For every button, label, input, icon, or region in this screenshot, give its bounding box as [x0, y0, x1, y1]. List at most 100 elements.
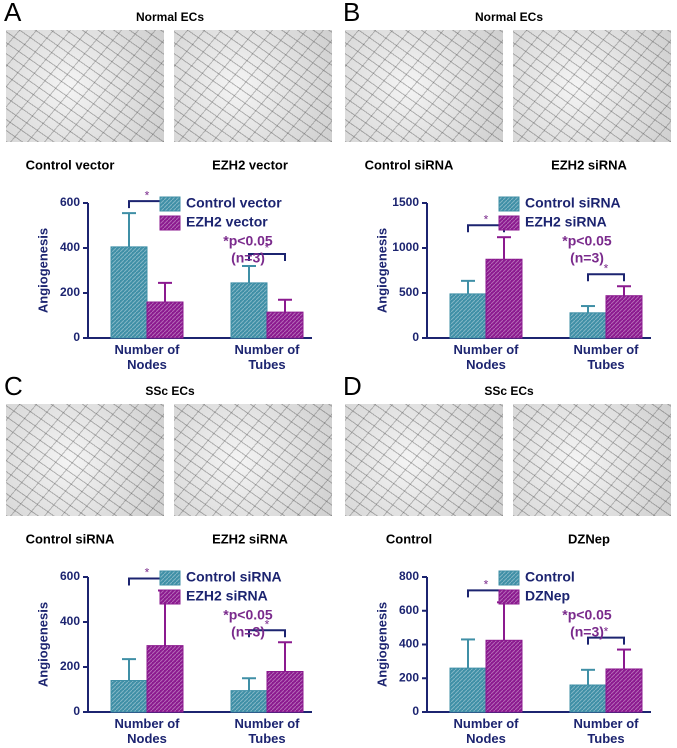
- x-tick-label: Number of Tubes: [573, 716, 639, 746]
- legend-label: DZNep: [525, 588, 570, 604]
- y-tick-label: 400: [60, 614, 80, 628]
- image-label: EZH2 siRNA: [212, 531, 288, 546]
- significance-marker: *: [265, 241, 270, 255]
- significance-bracket: [248, 253, 286, 261]
- image-label: DZNep: [568, 531, 610, 546]
- annotation: (n=3): [231, 624, 265, 640]
- legend-swatch: [498, 570, 520, 586]
- significance-marker: *: [265, 617, 270, 631]
- bar: [110, 246, 148, 339]
- y-tick-label: 200: [60, 659, 80, 673]
- significance-marker: *: [145, 188, 150, 202]
- bar: [230, 282, 268, 339]
- legend-swatch: [498, 196, 520, 212]
- image: [513, 404, 671, 516]
- bar: [146, 301, 184, 339]
- significance-marker: *: [145, 566, 150, 580]
- annotation: (n=3): [570, 624, 604, 640]
- bar: [485, 639, 523, 713]
- bar: [605, 668, 643, 713]
- annotation: *p<0.05: [562, 233, 612, 249]
- panel-letter: C: [4, 374, 23, 401]
- y-axis-label: Angiogenesis: [374, 602, 389, 687]
- image: [513, 30, 671, 142]
- x-tick-label: Number of Tubes: [573, 342, 639, 372]
- image: [345, 30, 503, 142]
- image-title: Normal ECs: [136, 10, 204, 24]
- image: [6, 404, 164, 516]
- x-tick-label: Number of Nodes: [453, 716, 519, 746]
- panel: A Normal ECs Control vector EZH2 vector Angi…: [0, 0, 338, 374]
- chart: D SSc ECs Control DZNep Angiogenesis 0 200 400 6…: [343, 374, 651, 718]
- y-tick-label: 0: [73, 330, 80, 344]
- bar: [146, 645, 184, 713]
- panel: B Normal ECs Control siRNA EZH2 siRNA Angiog…: [339, 0, 677, 374]
- y-tick-label: 200: [60, 285, 80, 299]
- bar: [110, 680, 148, 713]
- y-tick-label: 0: [412, 704, 419, 718]
- y-tick-label: 1500: [392, 195, 419, 209]
- y-tick-label: 600: [60, 569, 80, 583]
- significance-marker: *: [484, 577, 489, 591]
- y-axis-label: Angiogenesis: [374, 228, 389, 313]
- legend-label: Control: [525, 569, 575, 585]
- bar: [569, 312, 607, 339]
- legend-swatch: [159, 196, 181, 212]
- legend-label: EZH2 vector: [186, 214, 268, 230]
- panel-letter: D: [343, 374, 362, 401]
- legend-swatch: [159, 589, 181, 605]
- significance-bracket: [248, 629, 286, 638]
- panel-letter: B: [343, 0, 360, 27]
- y-tick-label: 600: [60, 195, 80, 209]
- x-tick-label: Number of Nodes: [453, 342, 519, 372]
- bar: [569, 684, 607, 713]
- legend-swatch: [498, 215, 520, 231]
- chart: C SSc ECs Control siRNA EZH2 siRNA Angiogene…: [4, 374, 312, 718]
- image-title: SSc ECs: [145, 384, 195, 398]
- bar: [449, 667, 487, 713]
- image: [174, 404, 332, 516]
- y-tick-label: 400: [399, 637, 419, 651]
- image-label: Control siRNA: [26, 531, 115, 546]
- y-tick-label: 0: [73, 704, 80, 718]
- bar: [485, 258, 523, 339]
- panel-letter: A: [4, 0, 22, 27]
- legend-label: Control siRNA: [525, 195, 621, 211]
- legend-swatch: [498, 589, 520, 605]
- significance-bracket: [587, 273, 625, 282]
- annotation: *p<0.05: [562, 607, 612, 623]
- bar: [449, 293, 487, 339]
- y-axis-label: Angiogenesis: [35, 228, 50, 313]
- significance-marker: *: [604, 261, 609, 275]
- y-tick-label: 500: [399, 285, 419, 299]
- annotation: *p<0.05: [223, 233, 273, 249]
- annotation: (n=3): [231, 250, 265, 266]
- y-tick-label: 0: [412, 330, 419, 344]
- annotation: (n=3): [570, 250, 604, 266]
- bar: [266, 671, 304, 713]
- significance-bracket: [587, 636, 625, 645]
- legend-swatch: [159, 215, 181, 231]
- legend-swatch: [159, 570, 181, 586]
- legend-label: Control vector: [186, 195, 282, 211]
- chart: A Normal ECs Control vector EZH2 vector Angi…: [4, 0, 312, 344]
- x-tick-label: Number of Tubes: [234, 342, 300, 372]
- bar: [266, 311, 304, 339]
- image-label: Control siRNA: [365, 157, 454, 172]
- legend-label: Control siRNA: [186, 569, 282, 585]
- image-title: SSc ECs: [484, 384, 534, 398]
- image: [345, 404, 503, 516]
- bar: [230, 690, 268, 713]
- y-tick-label: 200: [399, 670, 419, 684]
- image-label: Control: [386, 531, 432, 546]
- annotation: *p<0.05: [223, 607, 273, 623]
- image-label: Control vector: [26, 157, 115, 172]
- image-title: Normal ECs: [475, 10, 543, 24]
- y-tick-label: 800: [399, 569, 419, 583]
- image-label: EZH2 vector: [212, 157, 288, 172]
- panel: D SSc ECs Control DZNep Angiogenesis 0 200 400 6…: [339, 374, 677, 748]
- x-tick-label: Number of Nodes: [114, 716, 180, 746]
- image-label: EZH2 siRNA: [551, 157, 627, 172]
- significance-marker: *: [604, 625, 609, 639]
